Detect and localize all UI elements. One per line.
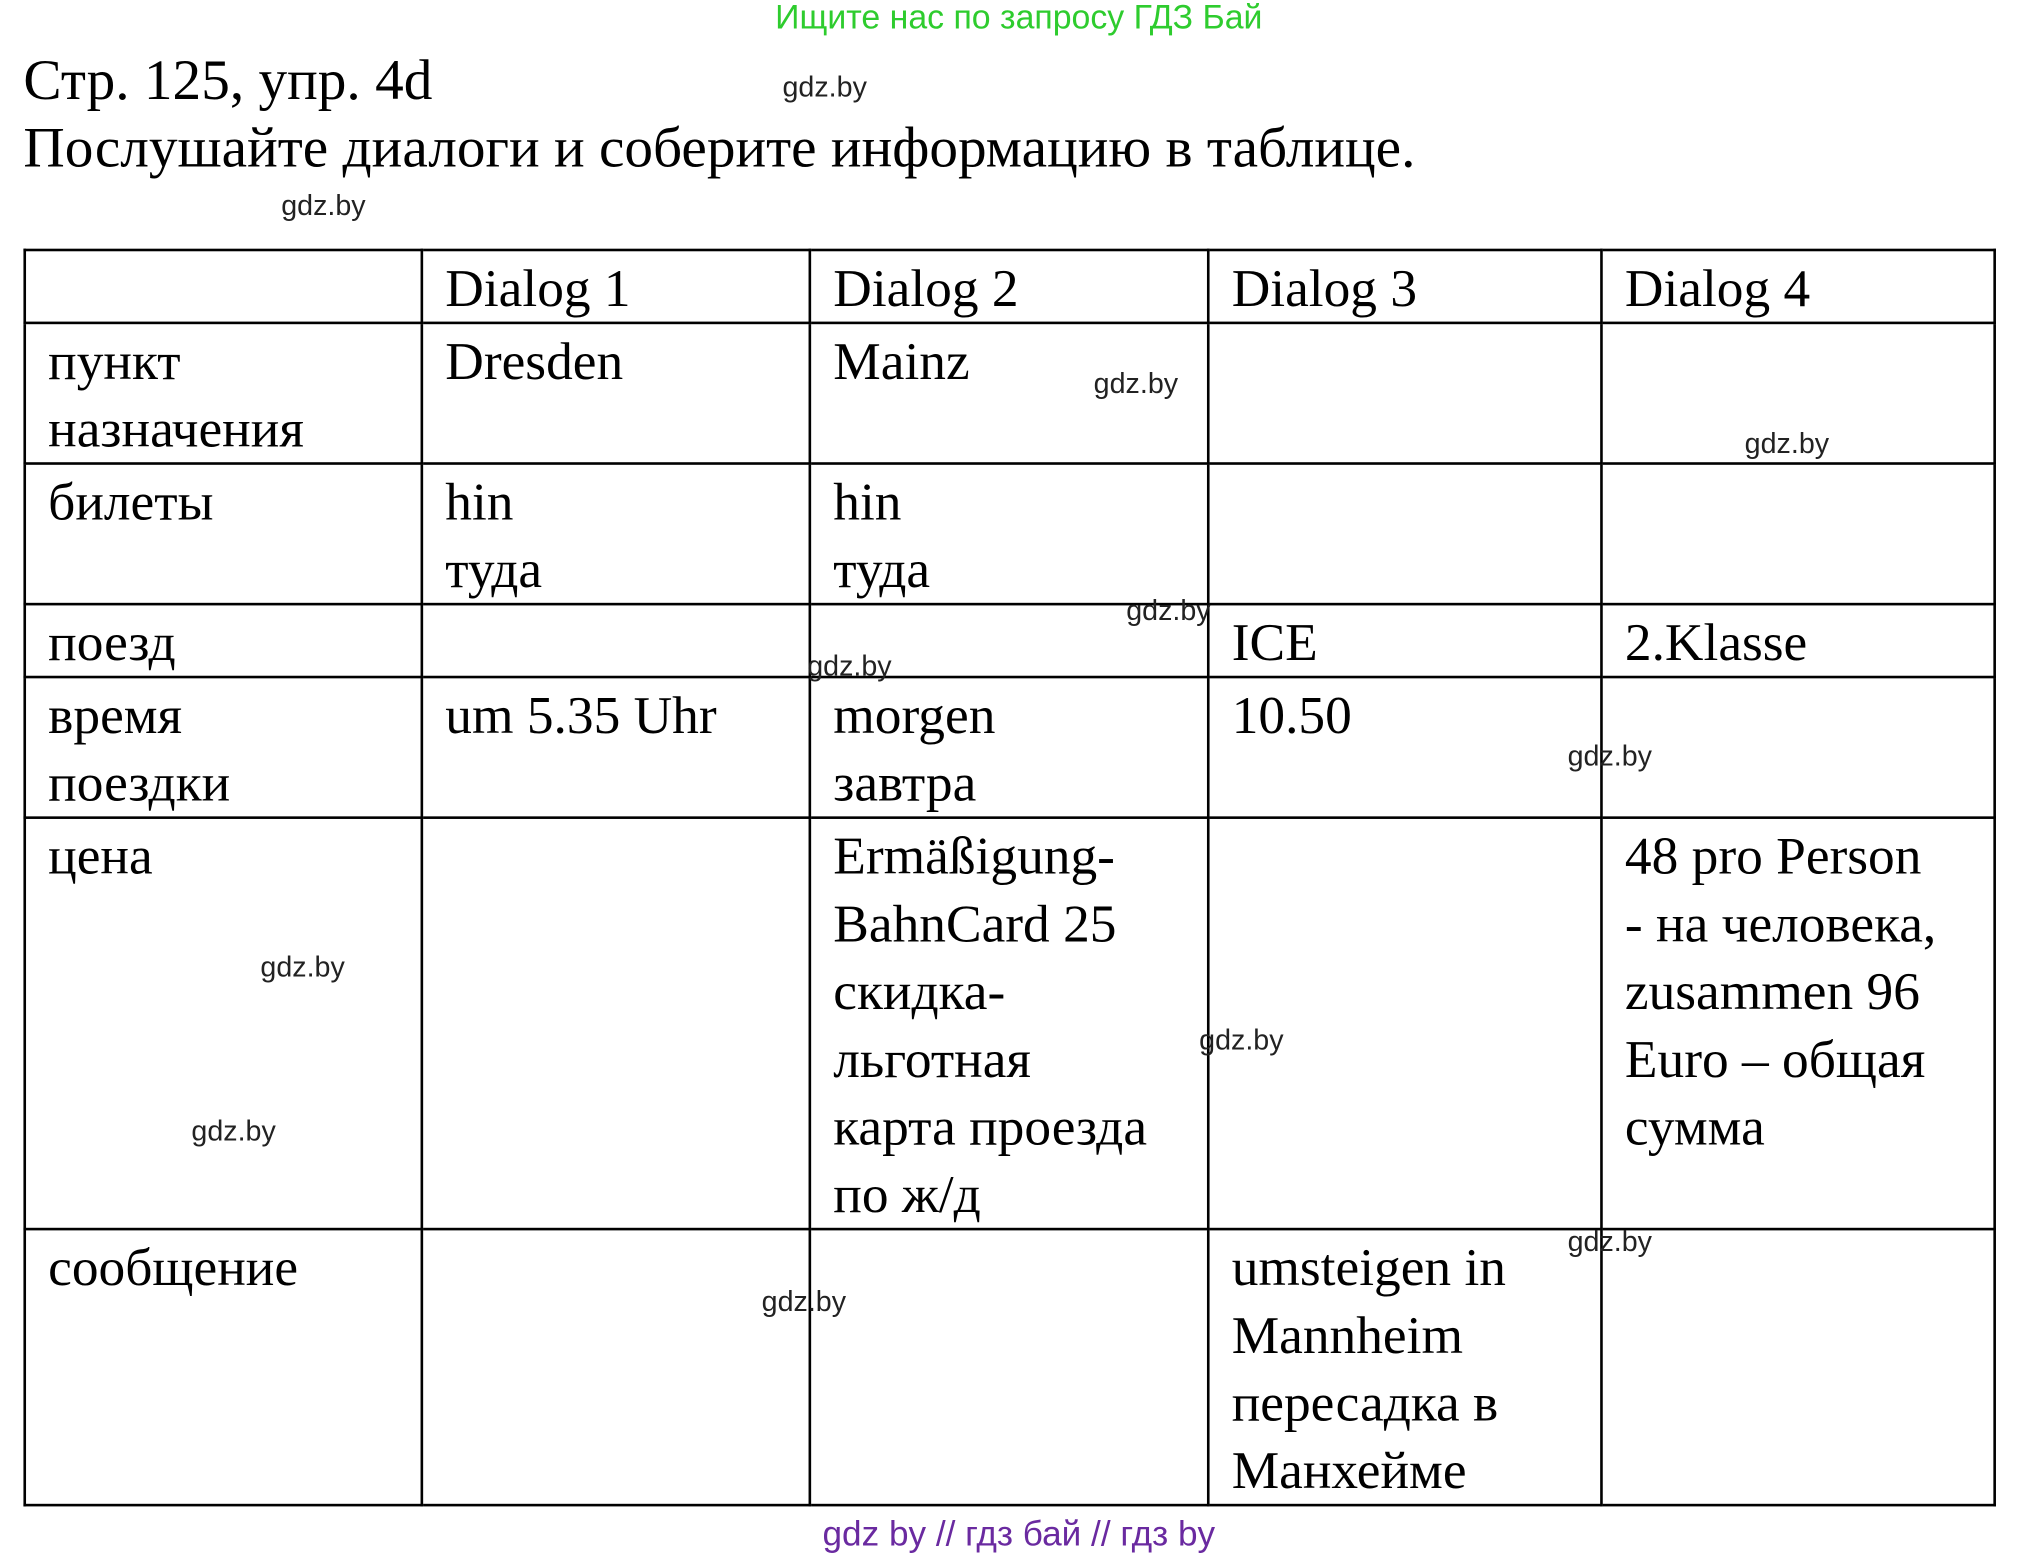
header-cell: Dialog 1 bbox=[420, 248, 812, 325]
table-cell: Mainz bbox=[808, 321, 1210, 465]
header-cell: Dialog 2 bbox=[808, 248, 1210, 325]
table-cell bbox=[1600, 1227, 1996, 1507]
watermark: gdz.by bbox=[1744, 427, 1830, 460]
table-cell: um 5.35 Uhr bbox=[420, 675, 812, 819]
table-cell bbox=[1206, 321, 1603, 465]
table-cell: Dresden bbox=[420, 321, 812, 465]
table-cell: 2.Klasse bbox=[1600, 602, 1996, 679]
table-cell: ICE bbox=[1206, 602, 1603, 679]
row-label: поезд bbox=[23, 602, 424, 679]
table-cell bbox=[1206, 462, 1603, 606]
watermark: gdz.by bbox=[1126, 593, 1211, 627]
table-cell: hin туда bbox=[420, 462, 812, 606]
row-label: билеты bbox=[23, 462, 424, 606]
watermark: gdz.by bbox=[807, 649, 892, 683]
table-cell bbox=[808, 602, 1210, 679]
row-label: цена bbox=[23, 816, 424, 1231]
table-row: цена Ermäßigung- BahnCard 25 скидка- льг… bbox=[23, 816, 1996, 1231]
answer-table: Dialog 1 Dialog 2 Dialog 3 Dialog 4 пунк… bbox=[23, 248, 1996, 1507]
table-cell bbox=[1600, 321, 1996, 465]
table-cell bbox=[1206, 816, 1603, 1231]
table-cell bbox=[1600, 675, 1996, 819]
watermark: gdz.by bbox=[281, 188, 366, 222]
footer: gdz by // гдз бай // гдз by bbox=[822, 1514, 1216, 1554]
table-cell bbox=[808, 1227, 1210, 1507]
watermark: gdz.by bbox=[1567, 1225, 1653, 1258]
row-label: сообщение bbox=[23, 1227, 424, 1507]
table-cell bbox=[1600, 462, 1996, 606]
watermark: gdz.by bbox=[260, 950, 345, 984]
table-cell: Ermäßigung- BahnCard 25 скидка- льготная… bbox=[808, 816, 1210, 1231]
watermark: gdz.by bbox=[191, 1114, 276, 1148]
header-cell: Dialog 4 bbox=[1600, 248, 1996, 325]
header-cell: Dialog 3 bbox=[1206, 248, 1603, 325]
table-cell: 48 pro Person - на человека, zusammen 96… bbox=[1600, 816, 1996, 1231]
top-banner: Ищите нас по запросу ГДЗ Бай bbox=[775, 0, 1263, 37]
watermark: gdz.by bbox=[1199, 1023, 1284, 1056]
table-cell: 10.50 bbox=[1206, 675, 1603, 819]
watermark: gdz.by bbox=[782, 70, 867, 103]
table-row: время поездки um 5.35 Uhr morgen завтра … bbox=[23, 675, 1996, 819]
table-cell bbox=[420, 602, 812, 679]
instruction: Послушайте диалоги и соберите информацию… bbox=[23, 115, 1416, 180]
page-reference: Стр. 125, упр. 4d bbox=[23, 48, 433, 112]
watermark: gdz.by bbox=[761, 1285, 847, 1318]
table-header-row: Dialog 1 Dialog 2 Dialog 3 Dialog 4 bbox=[23, 248, 1996, 325]
row-label: время поездки bbox=[23, 675, 424, 819]
table-row: билеты hin туда hin туда bbox=[23, 462, 1996, 606]
table-cell bbox=[420, 816, 812, 1231]
table-cell: umsteigen in Mannheim пересадка в Манхей… bbox=[1206, 1227, 1603, 1507]
row-label: пункт назначения bbox=[23, 321, 424, 465]
watermark: gdz.by bbox=[1093, 367, 1179, 400]
table-row: сообщение umsteigen in Mannheim пересадк… bbox=[23, 1227, 1996, 1507]
table-row: пункт назначения Dresden Mainz bbox=[23, 321, 1996, 465]
table-cell: hin туда bbox=[808, 462, 1210, 606]
table-cell: morgen завтра bbox=[808, 675, 1210, 819]
table-cell bbox=[420, 1227, 812, 1507]
header-cell bbox=[23, 248, 424, 325]
table-row: поезд ICE 2.Klasse bbox=[23, 602, 1996, 679]
watermark: gdz.by bbox=[1567, 739, 1653, 773]
